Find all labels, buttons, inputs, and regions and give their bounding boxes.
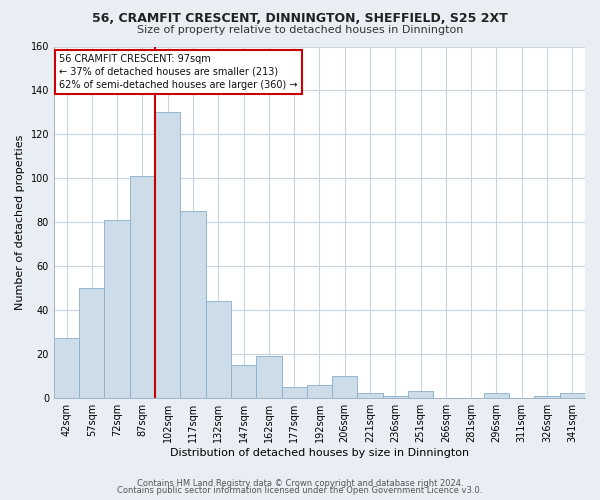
- Bar: [535, 396, 560, 398]
- Text: Contains public sector information licensed under the Open Government Licence v3: Contains public sector information licen…: [118, 486, 482, 495]
- Bar: [130, 176, 155, 398]
- Text: 56, CRAMFIT CRESCENT, DINNINGTON, SHEFFIELD, S25 2XT: 56, CRAMFIT CRESCENT, DINNINGTON, SHEFFI…: [92, 12, 508, 26]
- Bar: [358, 394, 383, 398]
- Text: Size of property relative to detached houses in Dinnington: Size of property relative to detached ho…: [137, 25, 463, 35]
- Bar: [181, 211, 206, 398]
- Bar: [206, 301, 231, 398]
- Bar: [484, 394, 509, 398]
- Bar: [560, 394, 585, 398]
- Bar: [231, 365, 256, 398]
- Bar: [79, 288, 104, 398]
- Bar: [256, 356, 281, 398]
- Bar: [155, 112, 181, 398]
- Bar: [281, 386, 307, 398]
- Y-axis label: Number of detached properties: Number of detached properties: [15, 134, 25, 310]
- Bar: [54, 338, 79, 398]
- Bar: [104, 220, 130, 398]
- Text: 56 CRAMFIT CRESCENT: 97sqm
← 37% of detached houses are smaller (213)
62% of sem: 56 CRAMFIT CRESCENT: 97sqm ← 37% of deta…: [59, 54, 298, 90]
- Bar: [408, 391, 433, 398]
- X-axis label: Distribution of detached houses by size in Dinnington: Distribution of detached houses by size …: [170, 448, 469, 458]
- Bar: [307, 384, 332, 398]
- Text: Contains HM Land Registry data © Crown copyright and database right 2024.: Contains HM Land Registry data © Crown c…: [137, 478, 463, 488]
- Bar: [383, 396, 408, 398]
- Bar: [332, 376, 358, 398]
